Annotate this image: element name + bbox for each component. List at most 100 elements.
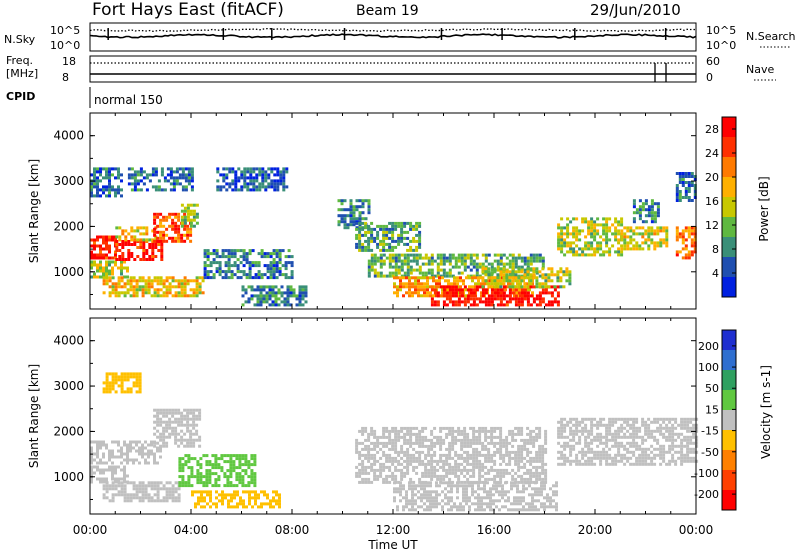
heatmap-cell-power	[391, 248, 395, 252]
heatmap-cell-velocity	[177, 438, 181, 442]
heatmap-cell-velocity	[442, 468, 446, 472]
heatmap-cell-power	[283, 300, 287, 304]
heatmap-cell-power	[367, 248, 371, 252]
heatmap-cell-velocity	[611, 456, 615, 460]
heatmap-cell-velocity	[415, 465, 419, 469]
heatmap-cell-power	[130, 188, 134, 192]
heatmap-cell-velocity	[478, 450, 482, 454]
heatmap-cell-power	[340, 199, 344, 203]
heatmap-cell-velocity	[596, 432, 600, 436]
heatmap-cell-velocity	[499, 456, 503, 460]
heatmap-cell-velocity	[253, 454, 257, 458]
heatmap-cell-power	[126, 279, 130, 283]
heatmap-cell-power	[352, 223, 356, 227]
heatmap-cell-power	[505, 256, 509, 260]
heatmap-cell-velocity	[457, 465, 461, 469]
heatmap-cell-power	[367, 271, 371, 275]
heatmap-cell-power	[255, 179, 259, 183]
heatmap-cell-power	[219, 173, 223, 177]
heatmap-cell-power	[430, 297, 434, 301]
heatmap-cell-velocity	[253, 475, 257, 479]
heatmap-cell-power	[412, 268, 416, 272]
heatmap-cell-power	[400, 236, 404, 240]
heatmap-cell-power	[115, 243, 119, 246]
heatmap-cell-velocity	[605, 456, 609, 460]
heatmap-cell-power	[177, 282, 181, 286]
heatmap-cell-power	[562, 270, 566, 274]
heatmap-cell-power	[423, 288, 426, 292]
heatmap-cell-power	[560, 229, 564, 233]
heatmap-cell-power	[183, 221, 187, 225]
heatmap-cell-power	[499, 282, 503, 286]
heatmap-cell-velocity	[472, 462, 476, 466]
heatmap-cell-power	[429, 291, 432, 295]
heatmap-cell-power	[221, 270, 225, 274]
heatmap-cell-power	[584, 220, 588, 224]
heatmap-cell-velocity	[388, 429, 392, 433]
heatmap-cell-power	[355, 233, 359, 237]
heatmap-cell-velocity	[126, 461, 129, 465]
heatmap-cell-velocity	[499, 474, 503, 478]
heatmap-cell-power	[186, 209, 190, 213]
heatmap-cell-velocity	[162, 484, 166, 488]
colorbar-segment	[722, 197, 736, 218]
heatmap-cell-velocity	[174, 432, 178, 436]
heatmap-cell-power	[490, 273, 494, 277]
heatmap-cell-velocity	[278, 502, 281, 506]
heatmap-cell-velocity	[174, 411, 178, 415]
heatmap-cell-power	[180, 233, 184, 237]
heatmap-cell-velocity	[159, 449, 162, 453]
heatmap-cell-velocity	[532, 435, 536, 439]
heatmap-cell-power	[186, 282, 190, 286]
heatmap-cell-power	[120, 173, 123, 177]
heatmap-cell-power	[165, 285, 169, 289]
heatmap-cell-velocity	[532, 429, 536, 433]
heatmap-cell-power	[93, 247, 96, 251]
heatmap-cell-velocity	[516, 508, 519, 512]
heatmap-cell-velocity	[496, 450, 500, 454]
heatmap-cell-power	[260, 276, 264, 280]
heatmap-cell-velocity	[523, 480, 527, 484]
heatmap-cell-power	[496, 265, 500, 269]
heatmap-cell-velocity	[221, 496, 224, 500]
heatmap-cell-power	[547, 303, 551, 307]
heatmap-cell-power	[133, 173, 137, 177]
heatmap-cell-power	[538, 274, 542, 278]
heatmap-cell-velocity	[629, 432, 633, 436]
heatmap-cell-power	[565, 273, 569, 277]
heatmap-cell-velocity	[205, 463, 209, 467]
heatmap-cell-velocity	[578, 438, 582, 442]
station-title: Fort Hays East (fitACF)	[92, 0, 284, 20]
heatmap-cell-power	[454, 288, 458, 292]
heatmap-cell-velocity	[126, 481, 130, 485]
heatmap-cell-velocity	[529, 450, 533, 454]
heatmap-cell-velocity	[159, 435, 163, 439]
heatmap-cell-power	[129, 276, 133, 280]
heatmap-cell-power	[483, 282, 486, 286]
heatmap-cell-velocity	[159, 417, 163, 421]
heatmap-cell-power	[681, 196, 685, 199]
heatmap-cell-power	[189, 227, 193, 231]
heatmap-cell-velocity	[275, 499, 278, 503]
heatmap-cell-power	[127, 240, 131, 243]
heatmap-cell-power	[283, 303, 287, 307]
heatmap-cell-velocity	[114, 477, 117, 481]
heatmap-cell-power	[227, 255, 231, 259]
heatmap-cell-power	[526, 294, 530, 298]
heatmap-cell-velocity	[442, 477, 446, 481]
heatmap-cell-power	[499, 270, 503, 274]
heatmap-cell-power	[486, 279, 489, 283]
heatmap-cell-velocity	[563, 459, 567, 463]
heatmap-cell-velocity	[587, 417, 591, 421]
heatmap-cell-velocity	[355, 450, 359, 454]
heatmap-cell-power	[529, 259, 533, 263]
heatmap-cell-power	[115, 240, 119, 243]
heatmap-cell-power	[472, 253, 476, 257]
heatmap-cell-power	[177, 285, 181, 289]
heatmap-cell-velocity	[209, 499, 212, 503]
heatmap-cell-velocity	[226, 481, 230, 485]
heatmap-cell-velocity	[599, 462, 603, 466]
heatmap-cell-velocity	[596, 438, 600, 442]
heatmap-cell-power	[277, 288, 281, 292]
heatmap-cell-velocity	[129, 481, 133, 485]
